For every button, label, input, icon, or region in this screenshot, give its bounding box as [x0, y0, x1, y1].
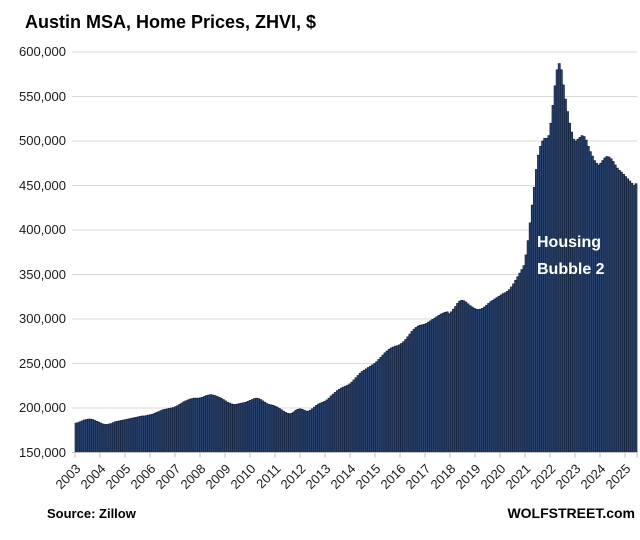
- y-axis-label: 300,000: [19, 311, 66, 326]
- annotation-line-1: Housing: [537, 234, 601, 251]
- y-axis-label: 500,000: [19, 133, 66, 148]
- annotation-line-2: Bubble 2: [537, 261, 605, 278]
- y-axis-label: 450,000: [19, 177, 66, 193]
- y-axis-label: 250,000: [19, 355, 66, 371]
- y-axis-label: 200,000: [19, 400, 66, 415]
- y-axis-label: 400,000: [19, 222, 66, 237]
- y-axis-label: 550,000: [19, 88, 66, 104]
- chart-title: Austin MSA, Home Prices, ZHVI, $: [25, 12, 317, 32]
- y-axis-label: 350,000: [19, 266, 66, 282]
- y-axis-label: 150,000: [19, 444, 66, 460]
- source-credit: Source: Zillow: [47, 506, 136, 521]
- site-credit: WOLFSTREET.com: [507, 505, 635, 521]
- y-axis-label: 600,000: [19, 44, 66, 59]
- price-bar: [634, 183, 638, 453]
- housing-bubble-annotation: Housing Bubble 2: [537, 229, 605, 283]
